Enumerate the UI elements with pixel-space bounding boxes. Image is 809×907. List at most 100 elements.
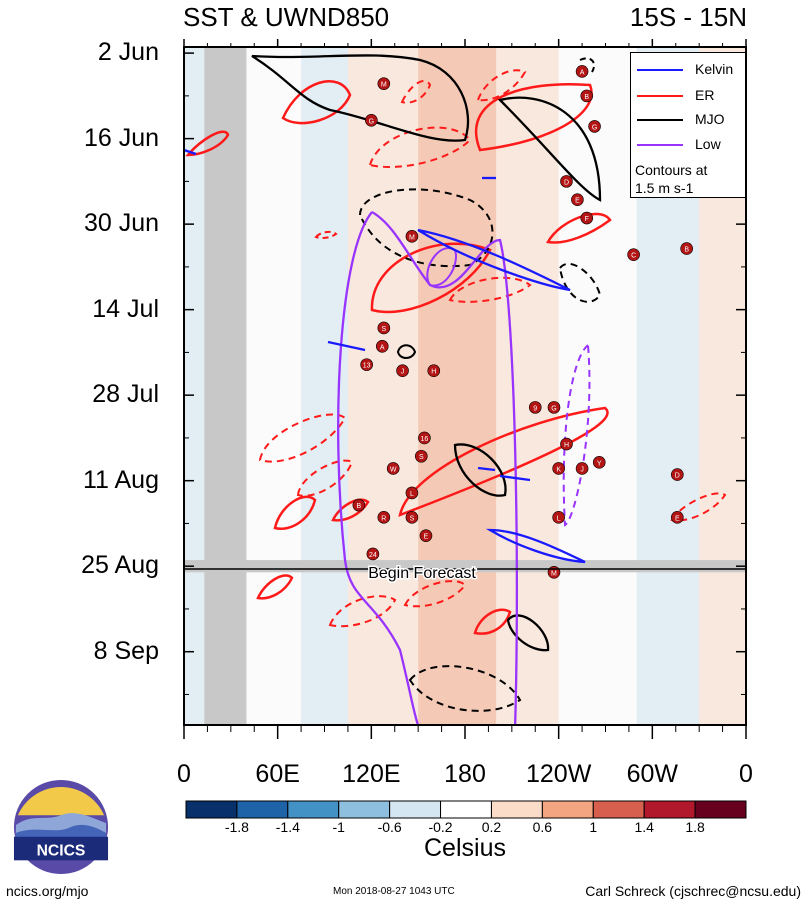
colorbar-tick-label: -0.2: [428, 819, 453, 835]
colorbar-segment: [185, 800, 238, 819]
er-contour: [670, 492, 727, 522]
storm-label: H: [431, 369, 436, 376]
legend-item-kelvin: Kelvin: [635, 62, 745, 76]
legend-label: Low: [695, 136, 721, 152]
colorbar-segment: [694, 800, 747, 819]
storm-marker: E: [671, 511, 684, 524]
storm-marker: 13: [360, 358, 373, 371]
colorbar-tick-label: 1: [589, 819, 598, 835]
storm-label: C: [631, 253, 636, 260]
colorbar-segment: [236, 800, 289, 819]
storm-label: D: [564, 179, 569, 186]
legend-label: MJO: [695, 111, 725, 127]
y-tick-label: 8 Sep: [93, 636, 159, 665]
footer-url[interactable]: ncics.org/mjo: [6, 883, 89, 899]
colorbar-tick-label: 1.4: [634, 819, 654, 835]
storm-marker: J: [396, 364, 409, 378]
storm-marker: L: [405, 486, 419, 500]
storm-label: G: [592, 124, 597, 131]
legend-item-mjo: MJO: [635, 112, 745, 126]
storm-label: G: [551, 405, 556, 412]
y-tick-label: 25 Aug: [81, 551, 159, 580]
storm-marker: G: [365, 113, 378, 127]
colorbar-tick-label: -1.8: [224, 819, 249, 835]
colorbar-tick-label: 0.6: [532, 819, 553, 835]
storm-marker: F: [580, 211, 594, 225]
storm-label: E: [675, 515, 680, 522]
storm-label: E: [575, 198, 580, 205]
mjo-contour: [453, 443, 507, 497]
mjo-contour: [408, 665, 522, 712]
axis-ticks: [183, 39, 747, 739]
er-contour: [448, 276, 532, 303]
logo-text: NCICS: [37, 842, 86, 859]
legend-note: Contours at 1.5 m s-1: [635, 161, 707, 197]
storm-label: L: [557, 515, 561, 522]
storm-marker: D: [671, 468, 684, 481]
storm-marker: Y: [592, 456, 606, 469]
storm-marker: H: [427, 364, 441, 378]
sst-band: [184, 47, 205, 725]
sst-band: [558, 47, 637, 725]
storm-marker: B: [580, 89, 594, 103]
low-contour: [337, 211, 420, 725]
chart-title: SST & UWND850: [183, 2, 390, 32]
storm-marker: S: [414, 449, 428, 463]
colorbar-segment: [389, 800, 442, 819]
mjo-contour: [506, 614, 550, 652]
mjo-contour: [497, 96, 602, 202]
x-tick-label: 60W: [626, 760, 679, 788]
storm-marker: B: [680, 242, 693, 255]
storm-label: A: [380, 344, 385, 351]
storm-label: M: [551, 570, 557, 577]
storm-marker: 9: [528, 401, 542, 414]
storm-marker: D: [560, 175, 573, 188]
legend-line-mjo: [637, 119, 683, 121]
storm-marker: S: [405, 511, 419, 524]
sst-band: [246, 47, 302, 725]
colorbar-tick-label: 0.2: [481, 819, 502, 835]
storm-marker: E: [571, 193, 584, 207]
storm-label: H: [564, 442, 569, 449]
storm-label: F: [585, 216, 589, 223]
kelvin-contour: [499, 474, 531, 482]
storm-label: M: [409, 234, 415, 241]
sst-band: [347, 47, 419, 725]
forecast-label: Begin Forecast: [368, 565, 476, 582]
legend: Kelvin ER MJO Low Contours at 1.5 m s-1: [630, 52, 746, 198]
er-contour: [314, 230, 338, 239]
storm-label: B: [584, 94, 589, 101]
storm-marker: E: [419, 529, 433, 542]
storm-label: S: [419, 454, 424, 461]
y-tick-label: 11 Aug: [82, 465, 159, 494]
storm-marker: W: [386, 462, 400, 475]
legend-note-line: 1.5 m s-1: [635, 180, 694, 196]
footer-author: Carl Schreck (cjschrec@ncsu.edu): [585, 883, 801, 899]
colorbar: [185, 800, 747, 819]
y-tick-label: 2 Jun: [97, 38, 159, 67]
er-contour: [400, 80, 432, 104]
storm-marker: B: [352, 498, 366, 512]
footer-timestamp: Mon 2018-08-27 1043 UTC: [333, 886, 455, 897]
low-contour: [562, 342, 591, 527]
x-tick-label: 120E: [342, 760, 401, 788]
colorbar-segment: [643, 800, 696, 819]
er-contour: [370, 242, 492, 314]
er-contour: [328, 595, 397, 628]
kelvin-contour: [477, 466, 496, 472]
storm-marker: 16: [418, 431, 431, 445]
colorbar-segment: [287, 800, 340, 819]
storm-marker: G: [547, 401, 561, 414]
land-mask: [204, 47, 247, 725]
storm-label: K: [556, 466, 561, 473]
colorbar-tick-label: -1.4: [275, 819, 300, 835]
storm-label: A: [580, 69, 585, 76]
storm-label: E: [424, 534, 429, 541]
wave-contours: [184, 54, 727, 725]
y-tick-label: 16 Jun: [83, 123, 159, 152]
colorbar-tick-label: -1: [332, 819, 345, 835]
storm-marker: M: [405, 230, 419, 243]
storm-label: W: [390, 466, 397, 473]
mjo-contour: [358, 188, 494, 268]
storm-label: 16: [421, 436, 429, 443]
